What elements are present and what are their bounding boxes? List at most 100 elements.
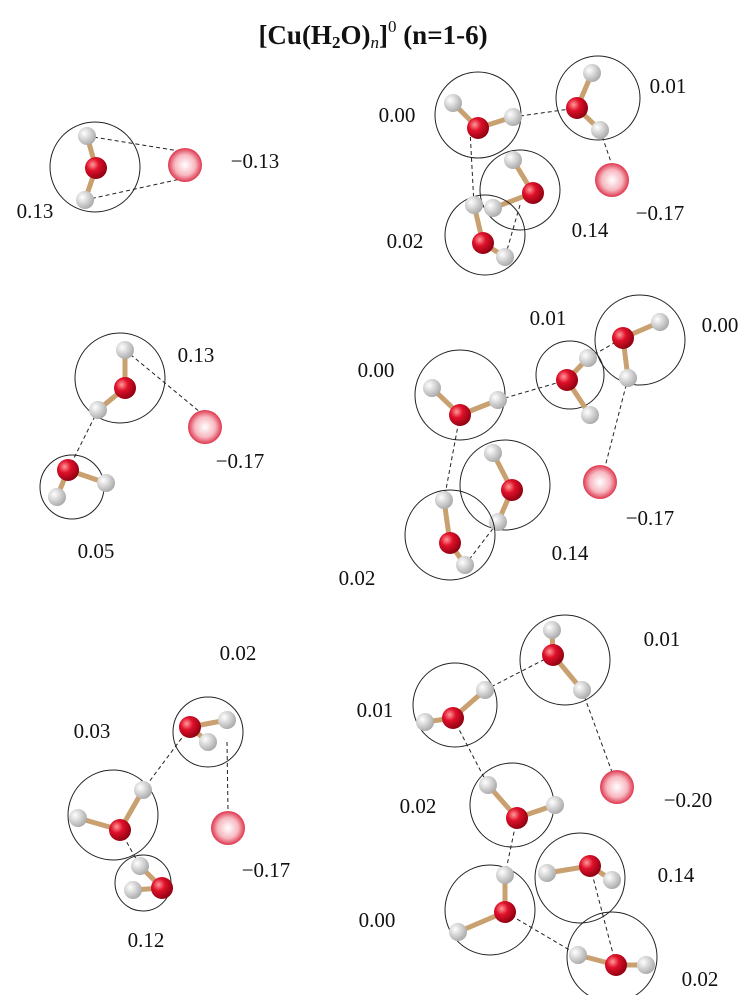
hydrogen-atom xyxy=(465,196,483,214)
hydrogen-bond xyxy=(444,415,460,500)
hydrogen-atom xyxy=(484,199,502,217)
hydrogen-atom xyxy=(97,474,115,492)
hydrogen-atom xyxy=(581,406,599,424)
charge-label: 0.14 xyxy=(658,863,695,887)
hydrogen-atom xyxy=(496,248,514,266)
hydrogen-atom xyxy=(496,866,514,884)
copper-atom xyxy=(595,163,629,197)
charge-label: 0.01 xyxy=(357,698,394,722)
charge-label: 0.05 xyxy=(78,539,115,563)
charge-label: 0.01 xyxy=(530,306,567,330)
oxygen-atom xyxy=(542,644,564,666)
molecules xyxy=(40,56,685,995)
hydrogen-bond xyxy=(143,727,190,790)
hydrogen-atom xyxy=(538,864,556,882)
oxygen-atom xyxy=(494,901,516,923)
hydrogen-atom xyxy=(199,733,217,751)
hydrogen-atom xyxy=(449,923,467,941)
hydrogen-atom xyxy=(76,191,94,209)
hydrogen-atom xyxy=(591,121,609,139)
oxygen-atom xyxy=(501,479,523,501)
hydrogen-atom xyxy=(573,681,591,699)
oxygen-atom xyxy=(506,807,528,829)
hydrogen-bond xyxy=(505,912,578,955)
hydrogen-atom xyxy=(78,127,96,145)
oxygen-atom xyxy=(522,182,544,204)
oxygen-atom xyxy=(439,532,461,554)
hydrogen-atom xyxy=(134,781,152,799)
charge-label: 0.14 xyxy=(552,541,589,565)
charge-label: 0.01 xyxy=(644,627,681,651)
solvation-circle xyxy=(413,663,497,747)
title-part: [Cu(H xyxy=(258,20,332,50)
oxygen-atom xyxy=(556,369,578,391)
title-part: ] xyxy=(379,20,388,50)
charge-label: 0.00 xyxy=(702,313,739,337)
charge-label: 0.02 xyxy=(387,229,424,253)
charge-label: −0.17 xyxy=(242,858,291,882)
hydrogen-atom xyxy=(116,341,134,359)
title-superscript: 0 xyxy=(388,17,397,36)
title-subscript: 2 xyxy=(332,33,341,52)
charge-label: 0.14 xyxy=(572,218,609,242)
charge-label: 0.02 xyxy=(339,566,376,590)
oxygen-atom xyxy=(472,232,494,254)
copper-atom xyxy=(188,410,222,444)
hydrogen-atom xyxy=(504,108,522,126)
oxygen-atom xyxy=(566,97,588,119)
hydrogen-atom xyxy=(48,488,66,506)
hydrogen-atom xyxy=(476,681,494,699)
oxygen-atom xyxy=(612,327,634,349)
hydrogen-atom xyxy=(89,401,107,419)
oxygen-atom xyxy=(579,855,601,877)
hydrogen-atom xyxy=(546,796,564,814)
hydrogen-atom xyxy=(416,713,434,731)
solvation-circle xyxy=(595,295,685,385)
charge-label: −0.20 xyxy=(664,788,713,812)
charge-label: −0.17 xyxy=(216,449,265,473)
oxygen-atom xyxy=(85,157,107,179)
hydrogen-atom xyxy=(444,94,462,112)
oxygen-atom xyxy=(467,117,489,139)
hydrogen-atom xyxy=(619,369,637,387)
charge-label: 0.02 xyxy=(400,794,437,818)
labels: 0.13−0.130.000.01−0.170.140.020.13−0.170… xyxy=(17,74,739,991)
copper-atom xyxy=(600,770,634,804)
hydrogen-atom xyxy=(131,857,149,875)
copper-atom xyxy=(583,465,617,499)
hydrogen-atom xyxy=(479,776,497,794)
charge-label: 0.13 xyxy=(178,343,215,367)
charge-label: −0.17 xyxy=(626,506,675,530)
hydrogen-atom xyxy=(637,956,655,974)
hydrogen-atom xyxy=(484,444,502,462)
oxygen-atom xyxy=(151,877,173,899)
hydrogen-atom xyxy=(489,513,507,531)
hydrogen-atom xyxy=(504,151,522,169)
title-subscript: n xyxy=(370,33,379,52)
charge-label: 0.00 xyxy=(359,908,396,932)
charge-label: −0.17 xyxy=(636,201,685,225)
oxygen-atom xyxy=(179,716,201,738)
hydrogen-bond xyxy=(605,378,628,467)
copper-atom xyxy=(211,811,245,845)
hydrogen-bond xyxy=(470,130,474,205)
charge-label: 0.01 xyxy=(650,74,687,98)
hydrogen-bond xyxy=(85,178,185,200)
hydrogen-atom xyxy=(651,313,669,331)
title-part: O) xyxy=(340,20,370,50)
solvation-circle xyxy=(470,763,554,847)
hydrogen-atom xyxy=(69,809,87,827)
hydrogen-atom xyxy=(435,491,453,509)
hydrogen-bond xyxy=(582,690,612,772)
hydrogen-atom xyxy=(543,621,561,639)
oxygen-atom xyxy=(605,954,627,976)
oxygen-atom xyxy=(109,819,131,841)
hydrogen-atom xyxy=(489,391,507,409)
hydrogen-atom xyxy=(456,556,474,574)
charge-label: 0.13 xyxy=(17,199,54,223)
hydrogen-atom xyxy=(569,946,587,964)
figure: [Cu(H2O)n]0 (n=1-6) 0.13−0.130.000.01−0.… xyxy=(0,0,747,995)
oxygen-atom xyxy=(57,459,79,481)
hydrogen-bond xyxy=(227,742,228,812)
oxygen-atom xyxy=(442,707,464,729)
